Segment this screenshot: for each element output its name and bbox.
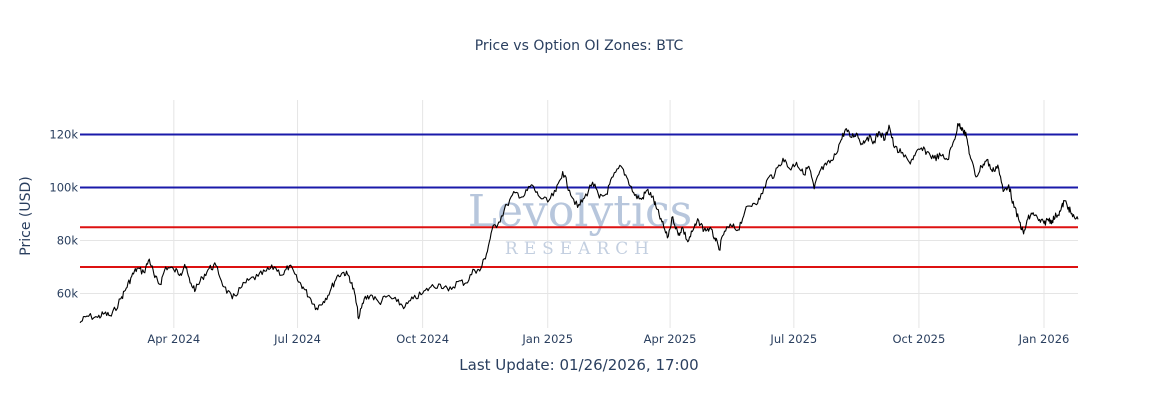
y-tick-label: 120k — [49, 127, 78, 141]
x-tick-label: Oct 2025 — [893, 332, 946, 346]
x-gridlines — [173, 100, 1045, 328]
price-series — [79, 123, 1079, 324]
y-tick-label: 60k — [57, 287, 79, 301]
x-tick-label: Jul 2024 — [273, 332, 321, 346]
watermark-subtitle: RESEARCH — [505, 239, 655, 259]
chart-title: Price vs Option OI Zones: BTC — [475, 38, 684, 54]
x-axis-ticks: Apr 2024 Jul 2024 Oct 2024 Jan 2025 Apr 2025… — [147, 332, 1069, 346]
x-tick-label: Apr 2025 — [644, 332, 697, 346]
x-tick-label: Jan 2026 — [1018, 332, 1070, 346]
oi-zone-lines — [80, 133, 1078, 269]
btc-price-line — [79, 123, 1079, 324]
y-tick-label: 100k — [49, 180, 78, 194]
watermark-title: Levolytics — [468, 186, 693, 237]
y-tick-label: 80k — [57, 234, 79, 248]
x-tick-label: Apr 2024 — [147, 332, 200, 346]
watermark-logo: Levolytics RESEARCH — [468, 186, 693, 259]
y-axis-ticks: 60k 80k 100k 120k — [49, 127, 78, 300]
x-tick-label: Oct 2024 — [396, 332, 449, 346]
y-axis-title: Price (USD) — [18, 176, 34, 255]
x-tick-label: Jul 2025 — [769, 332, 817, 346]
x-tick-label: Jan 2025 — [521, 332, 573, 346]
last-update-label: Last Update: 01/26/2026, 17:00 — [459, 356, 698, 374]
